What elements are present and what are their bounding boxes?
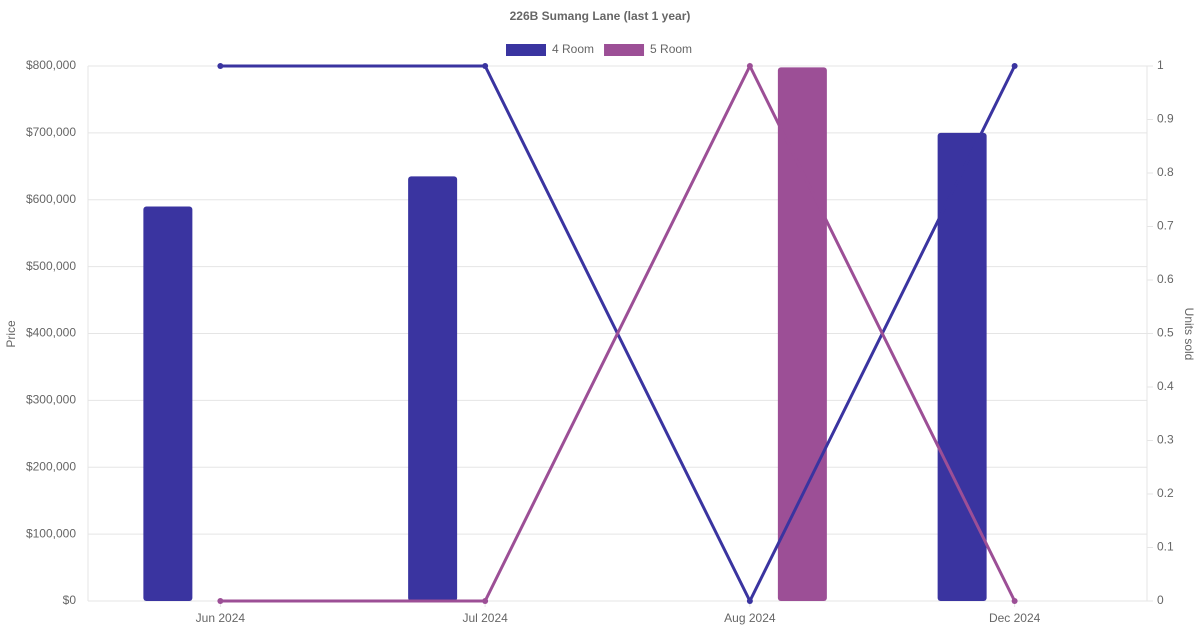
y-tick-label: $700,000 — [26, 125, 76, 139]
y-tick-label: $400,000 — [26, 326, 76, 340]
units-point — [217, 598, 224, 604]
bar — [408, 176, 458, 601]
legend-swatch — [604, 44, 645, 56]
legend-label: 4 Room — [552, 42, 594, 56]
y2-tick-label: 1 — [1157, 58, 1164, 72]
y-axis-title: Price — [4, 320, 18, 348]
y2-tick-label: 0.7 — [1157, 219, 1174, 233]
y-tick-label: $600,000 — [26, 192, 76, 206]
units-point — [482, 63, 489, 69]
y2-axis-title: Units sold — [1182, 308, 1196, 361]
units-point — [217, 63, 224, 69]
y2-tick-label: 0.9 — [1157, 112, 1174, 126]
y-tick-label: $500,000 — [26, 259, 76, 273]
y2-tick-label: 0.4 — [1157, 379, 1174, 393]
units-point — [482, 598, 489, 604]
units-point — [1011, 598, 1018, 604]
y2-tick-label: 0.6 — [1157, 272, 1174, 286]
y-tick-label: $200,000 — [26, 459, 76, 473]
units-line — [220, 62, 1016, 603]
units-point — [746, 598, 753, 604]
x-tick-label: Jul 2024 — [462, 611, 508, 625]
y2-tick-label: 0.8 — [1157, 165, 1174, 179]
y2-tick-label: 0.2 — [1157, 486, 1174, 500]
chart-title: 226B Sumang Lane (last 1 year) — [510, 9, 691, 23]
y-tick-label: $800,000 — [26, 58, 76, 72]
y2-tick-label: 0.1 — [1157, 540, 1174, 554]
units-point — [1011, 63, 1018, 69]
x-tick-label: Dec 2024 — [989, 611, 1041, 625]
bar — [937, 132, 987, 601]
units-point — [746, 63, 753, 69]
x-tick-label: Jun 2024 — [196, 611, 246, 625]
y-tick-label: $0 — [63, 593, 77, 607]
y2-tick-label: 0.5 — [1157, 326, 1174, 340]
x-tick-label: Aug 2024 — [724, 611, 776, 625]
y-tick-label: $300,000 — [26, 393, 76, 407]
bar — [777, 67, 827, 601]
legend-swatch — [506, 44, 546, 56]
legend-label: 5 Room — [650, 42, 692, 56]
bar — [143, 206, 193, 601]
y-tick-label: $100,000 — [26, 526, 76, 540]
y2-tick-label: 0 — [1157, 593, 1164, 607]
y2-tick-label: 0.3 — [1157, 433, 1174, 447]
